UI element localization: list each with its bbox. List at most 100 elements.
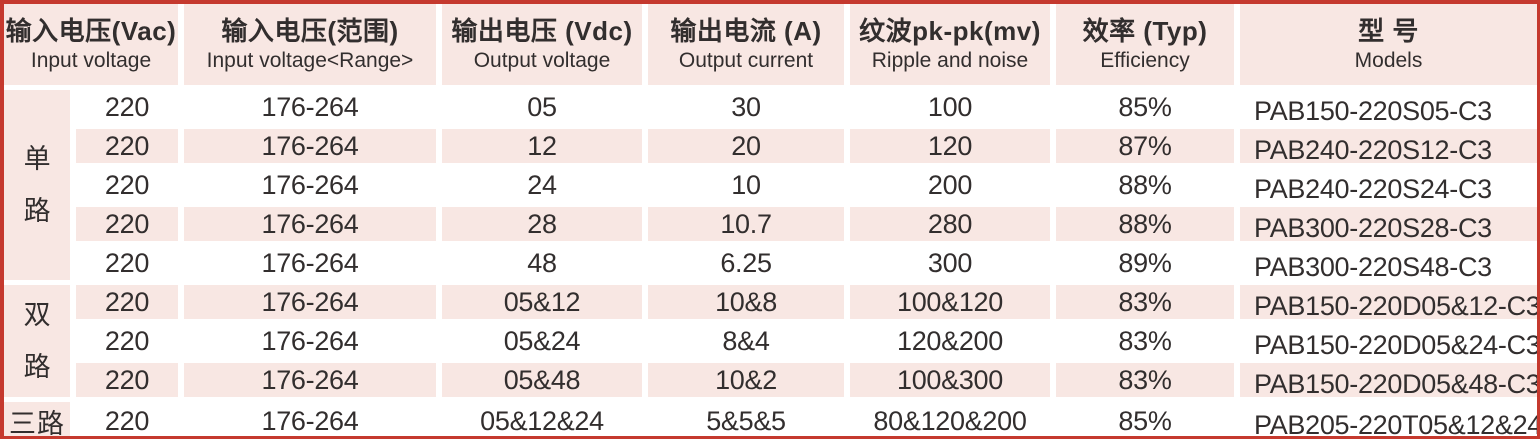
cell-output-current: 10&2 — [648, 363, 844, 397]
header-en: Output current — [678, 49, 814, 72]
cell-input-voltage: 220 — [104, 406, 150, 436]
table-row: 220 176-264 24 10 200 88% PAB240-220S24-… — [4, 168, 1537, 204]
header-models: 型 号 Models — [1240, 4, 1537, 85]
header-ripple: 纹波pk-pk(mv) Ripple and noise — [850, 4, 1050, 85]
header-zh: 输出电压 (Vdc) — [451, 16, 633, 46]
cell-input-voltage: 220 — [76, 207, 178, 241]
table-row: 220 176-264 05&24 8&4 120&200 83% PAB150… — [4, 324, 1540, 360]
table-row: 双路 220 176-264 05&12 10&8 100&120 83% PA… — [4, 285, 1540, 397]
cell-ripple: 120 — [850, 129, 1050, 163]
header-en: Ripple and noise — [871, 49, 1029, 72]
cell-ripple: 120&200 — [896, 325, 1003, 356]
cell-input-range: 176-264 — [261, 247, 359, 278]
cell-output-voltage: 05&24 — [503, 325, 581, 356]
cell-model: PAB150-220S05-C3 — [1240, 90, 1537, 126]
cell-efficiency: 85% — [1118, 406, 1172, 436]
model-text: PAB240-220S24-C3 — [1254, 173, 1492, 204]
header-en: Models — [1354, 49, 1423, 72]
model-text: PAB150-220D05&48-C3 — [1254, 368, 1540, 399]
group-label-text: 双路 — [23, 300, 51, 382]
header-row: 输入电压(Vac) Input voltage 输入电压(范围) Input v… — [4, 4, 1537, 85]
header-efficiency: 效率 (Typ) Efficiency — [1056, 4, 1234, 85]
header-zh: 输入电压(Vac) — [5, 16, 177, 46]
header-zh: 纹波pk-pk(mv) — [859, 16, 1041, 46]
header-en: Efficiency — [1100, 49, 1190, 72]
header-output-current: 输出电流 (A) Output current — [648, 4, 844, 85]
table-row: 三路 220 176-264 05&12&24 5&5&5 80&120&200… — [4, 402, 1537, 439]
cell-input-range: 176-264 — [261, 406, 359, 436]
cell-input-range: 176-264 — [184, 129, 436, 163]
group-label-triple: 三路 — [4, 402, 70, 439]
cell-input-range: 176-264 — [184, 285, 436, 319]
group-label-text: 单路 — [23, 144, 51, 226]
cell-ripple: 100&120 — [850, 285, 1050, 319]
header-input-range: 输入电压(范围) Input voltage<Range> — [184, 4, 436, 85]
cell-output-voltage: 05&12 — [442, 285, 642, 319]
model-text: PAB150-220S05-C3 — [1254, 95, 1492, 126]
model-text: PAB240-220S12-C3 — [1254, 134, 1492, 165]
cell-model: PAB240-220S12-C3 — [1240, 129, 1537, 165]
group-label-text: 三路 — [9, 409, 65, 439]
cell-output-voltage: 28 — [442, 207, 642, 241]
cell-input-range: 176-264 — [261, 91, 359, 122]
cell-input-voltage: 220 — [104, 325, 150, 356]
group-label-dual: 双路 — [4, 285, 70, 397]
cell-model: PAB205-220T05&12&24-C3 — [1240, 402, 1537, 436]
cell-input-range: 176-264 — [184, 207, 436, 241]
cell-output-current: 8&4 — [722, 325, 770, 356]
header-output-voltage: 输出电压 (Vdc) Output voltage — [442, 4, 642, 85]
cell-output-current: 10 — [731, 169, 761, 200]
cell-output-voltage: 24 — [527, 169, 557, 200]
table-row: 220 176-264 12 20 120 87% PAB240-220S12-… — [4, 129, 1537, 165]
cell-input-voltage: 220 — [76, 363, 178, 397]
cell-output-voltage: 05&48 — [442, 363, 642, 397]
cell-input-voltage: 220 — [76, 129, 178, 163]
cell-output-current: 10&8 — [648, 285, 844, 319]
cell-input-voltage: 220 — [104, 169, 150, 200]
header-input-voltage: 输入电压(Vac) Input voltage — [4, 4, 178, 85]
cell-model: PAB240-220S24-C3 — [1240, 168, 1537, 204]
cell-input-voltage: 220 — [76, 285, 178, 319]
cell-input-range: 176-264 — [261, 169, 359, 200]
cell-ripple: 100&300 — [850, 363, 1050, 397]
cell-ripple: 80&120&200 — [873, 406, 1027, 436]
cell-input-voltage: 220 — [104, 91, 150, 122]
model-text: PAB300-220S28-C3 — [1254, 212, 1492, 243]
model-text: PAB300-220S48-C3 — [1254, 251, 1492, 282]
cell-output-current: 10.7 — [648, 207, 844, 241]
cell-output-voltage: 05&12&24 — [480, 406, 604, 436]
cell-efficiency: 83% — [1056, 285, 1234, 319]
cell-output-voltage: 05 — [527, 91, 557, 122]
header-en: Input voltage — [30, 49, 152, 72]
cell-model: PAB150-220D05&12-C3 — [1240, 285, 1540, 321]
cell-efficiency: 83% — [1118, 325, 1172, 356]
table-row: 220 176-264 28 10.7 280 88% PAB300-220S2… — [4, 207, 1537, 243]
cell-efficiency: 89% — [1118, 247, 1172, 278]
cell-model: PAB150-220D05&48-C3 — [1240, 363, 1540, 399]
cell-ripple: 280 — [850, 207, 1050, 241]
cell-efficiency: 87% — [1056, 129, 1234, 163]
cell-output-current: 6.25 — [720, 247, 772, 278]
cell-model: PAB300-220S48-C3 — [1240, 246, 1537, 282]
cell-ripple: 300 — [927, 247, 973, 278]
model-text: PAB150-220D05&24-C3 — [1254, 329, 1540, 360]
model-text: PAB150-220D05&12-C3 — [1254, 290, 1540, 321]
header-zh: 型 号 — [1358, 16, 1419, 46]
cell-input-range: 176-264 — [261, 325, 359, 356]
cell-output-voltage: 48 — [527, 247, 557, 278]
table-row: 单路 220 176-264 05 30 100 85% PAB150-220S… — [4, 90, 1537, 280]
cell-output-current: 20 — [648, 129, 844, 163]
cell-ripple: 200 — [927, 169, 973, 200]
cell-model: PAB150-220D05&24-C3 — [1240, 324, 1540, 360]
cell-output-current: 5&5&5 — [706, 406, 786, 436]
cell-efficiency: 85% — [1118, 91, 1172, 122]
header-en: Output voltage — [473, 49, 611, 72]
cell-efficiency: 88% — [1118, 169, 1172, 200]
table-row: 220 176-264 05&48 10&2 100&300 83% PAB15… — [4, 363, 1540, 399]
header-zh: 输入电压(范围) — [221, 16, 399, 46]
cell-model: PAB300-220S28-C3 — [1240, 207, 1537, 243]
cell-output-voltage: 12 — [442, 129, 642, 163]
cell-input-voltage: 220 — [104, 247, 150, 278]
